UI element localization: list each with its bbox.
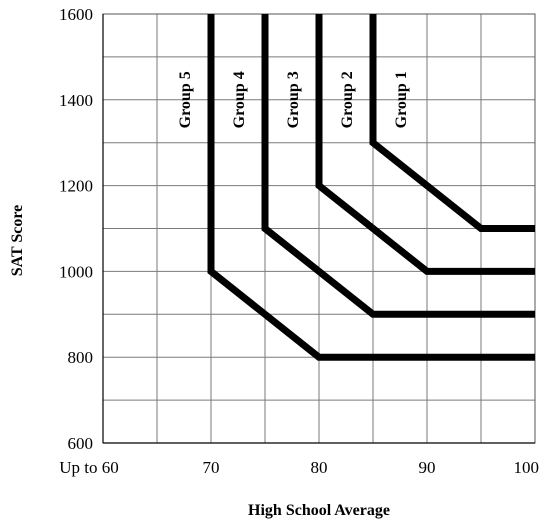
y-tick-label: 1400: [59, 91, 93, 110]
region-label-2: Group 4: [231, 71, 248, 128]
x-tick-label: Up to 60: [59, 458, 119, 477]
x-tick-label: 90: [419, 458, 436, 477]
region-label-3: Group 3: [285, 71, 302, 128]
region-label-4: Group 2: [339, 71, 356, 128]
series-line-1: [369, 14, 535, 232]
series-line-2: [315, 14, 535, 275]
y-tick-label: 1600: [59, 5, 93, 24]
y-tick-label: 1000: [59, 262, 93, 281]
region-label-5: Group 1: [393, 71, 410, 128]
tick-labels: Up to 60 70 80 90 100 600 800 1000 1200 1400 1600: [59, 5, 539, 477]
region-label-1: Group 5: [177, 71, 194, 128]
y-tick-label: 800: [68, 348, 94, 367]
series-lines: [207, 14, 535, 361]
series-line-4: [207, 14, 535, 361]
series-line-3: [261, 14, 535, 318]
x-axis-label: High School Average: [248, 502, 390, 519]
y-axis-label: SAT Score: [9, 205, 26, 277]
y-tick-label: 600: [68, 434, 94, 453]
x-tick-label: 80: [311, 458, 328, 477]
x-tick-label: 100: [514, 458, 540, 477]
region-labels: Group 5 Group 4 Group 3 Group 2 Group 1: [177, 71, 410, 128]
x-tick-label: 70: [203, 458, 220, 477]
y-tick-label: 1200: [59, 177, 93, 196]
